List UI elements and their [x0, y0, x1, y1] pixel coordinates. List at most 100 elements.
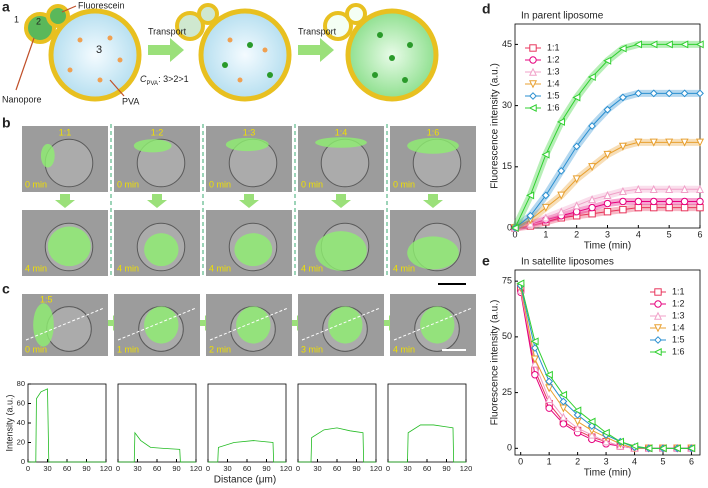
marker	[526, 211, 535, 220]
cut-line	[117, 307, 197, 341]
marker	[530, 337, 539, 346]
panel-label: b	[2, 115, 11, 131]
marker	[541, 191, 550, 200]
marker	[572, 142, 581, 151]
marker	[665, 89, 674, 98]
marker	[634, 89, 643, 98]
legend-marker	[653, 347, 662, 357]
plot-frame	[514, 269, 701, 456]
fluorescence	[236, 306, 271, 344]
fluorescence	[133, 139, 172, 153]
marker	[603, 56, 612, 65]
time-label: 2 min	[209, 344, 231, 354]
x-tick-label: 2	[575, 456, 580, 466]
y-tick-label: 75	[502, 276, 512, 286]
cpva-rel: : 3>2>1	[158, 74, 189, 84]
line	[388, 424, 466, 463]
x-tick-label: 0	[386, 464, 390, 473]
y-tick-label: 80	[17, 379, 25, 388]
x-tick-label: 60	[63, 464, 71, 473]
legend-marker	[529, 56, 537, 64]
marker	[615, 437, 625, 446]
chart-title: In satellite liposomes	[521, 257, 614, 268]
x-tick-label: 30	[313, 464, 321, 473]
marker	[572, 175, 581, 184]
marker	[603, 207, 612, 216]
marker	[618, 44, 627, 53]
marker	[559, 420, 568, 428]
x-tick-label: 0	[518, 456, 523, 466]
x-tick-label: 3	[605, 229, 610, 239]
marker	[619, 205, 627, 214]
legend-label: 1:6	[672, 346, 685, 356]
marker	[559, 397, 568, 406]
marker	[559, 390, 568, 399]
y-tick-label: 0	[507, 222, 512, 232]
marker	[588, 203, 596, 212]
arrow	[331, 194, 351, 208]
transport-label: Transport	[298, 26, 337, 36]
time-label: 0 min	[117, 179, 139, 189]
marker	[618, 142, 627, 151]
y-tick-label: 30	[502, 100, 512, 110]
marker	[588, 122, 596, 130]
line	[28, 388, 106, 463]
line	[520, 283, 692, 449]
line	[118, 431, 196, 463]
panel-a-art	[15, 3, 439, 102]
marker	[695, 40, 704, 49]
marker	[572, 93, 581, 102]
y-tick-label: 20	[17, 437, 25, 446]
fluorescence	[33, 303, 54, 347]
y-tick-label: 25	[502, 387, 512, 397]
marker	[541, 213, 550, 222]
marker	[573, 417, 582, 426]
marker	[530, 359, 539, 368]
marker	[545, 394, 554, 403]
marker	[644, 444, 653, 453]
legend-marker	[528, 67, 538, 76]
time-label: 0 min	[25, 179, 47, 189]
cut-line	[25, 307, 105, 341]
chart-title: In parent liposome	[521, 11, 604, 22]
x-tick-label: 6	[689, 456, 694, 466]
legend-marker	[654, 288, 662, 296]
marker	[680, 197, 689, 206]
marker	[556, 117, 565, 126]
time-label: 0 min	[25, 344, 47, 354]
fluorescence	[234, 233, 273, 267]
ratio-label: 1:2	[151, 127, 164, 137]
y-tick-label: 0	[21, 457, 25, 466]
plot-frame	[27, 383, 107, 463]
x-tick-label: 1	[547, 456, 552, 466]
x-tick-label: 30	[133, 464, 141, 473]
x-tick-label: 90	[442, 464, 450, 473]
legend-label: 1:4	[672, 322, 685, 332]
fluorescence	[144, 306, 179, 344]
legend-label: 1:3	[672, 310, 685, 320]
x-tick-label: 90	[172, 464, 180, 473]
arrow	[423, 194, 443, 208]
legend-marker	[528, 103, 537, 113]
time-label: 4 min	[117, 263, 139, 273]
label-2: 2	[36, 16, 41, 26]
x-axis-label: Time (min)	[584, 468, 631, 479]
fluorescence	[47, 226, 91, 267]
marker	[619, 197, 627, 206]
y-tick-label: 0	[507, 443, 512, 453]
ratio-label: 1:5	[40, 294, 53, 304]
panel-label: c	[2, 281, 10, 297]
marker	[687, 444, 696, 453]
marker	[587, 422, 596, 430]
x-tick-label: 2	[574, 229, 579, 239]
time-label: 4 min	[301, 263, 323, 273]
x-tick-label: 90	[352, 464, 360, 473]
marker	[650, 197, 658, 206]
marker	[573, 423, 582, 432]
marker	[603, 105, 612, 114]
y-tick-label: 40	[17, 418, 25, 427]
fluorescence	[420, 306, 455, 344]
y-axis-label: Fluorescence intensity (a.u.)	[490, 63, 501, 189]
x-tick-label: 60	[333, 464, 341, 473]
y-tick-label: 50	[502, 331, 512, 341]
